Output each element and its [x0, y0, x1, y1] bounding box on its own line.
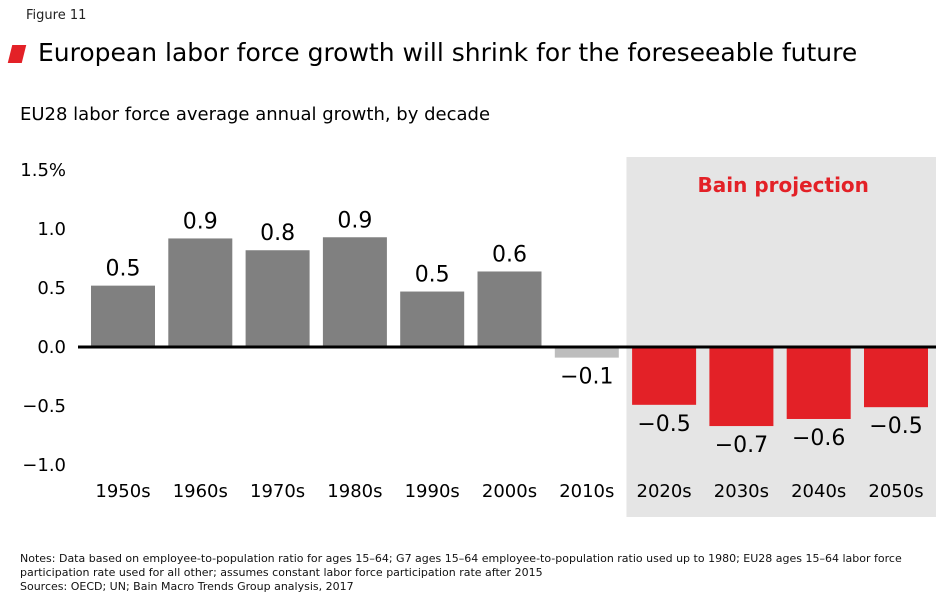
bar-1980s [322, 237, 387, 347]
y-tick-label: −0.5 [22, 396, 66, 417]
bar-chart: Bain projection 1.5% 1.0 0.5 0.0 −0.5 −1.0 0.5 1… [20, 157, 936, 517]
data-label-1950s: 0.5 [106, 257, 141, 282]
data-label-2050s: −0.5 [869, 414, 922, 439]
category-label-2040s: 2040s [791, 481, 846, 502]
y-tick-label: −1.0 [22, 455, 66, 476]
data-label-2030s: −0.7 [715, 433, 768, 458]
category-label-1950s: 1950s [95, 481, 150, 502]
category-label-2010s: 2010s [559, 481, 614, 502]
projection-label: Bain projection [698, 173, 869, 197]
data-label-1960s: 0.9 [183, 209, 218, 234]
chart-subtitle: EU28 labor force average annual growth, … [20, 104, 491, 125]
y-tick-label: 1.5% [20, 160, 66, 181]
chart-title: European labor force growth will shrink … [38, 38, 858, 67]
projection-background [626, 157, 936, 517]
bar-2050s [864, 347, 928, 408]
y-tick-label: 1.0 [37, 219, 66, 240]
category-label-1970s: 1970s [250, 481, 305, 502]
bar-2030s [709, 347, 774, 427]
figure-label: Figure 11 [26, 8, 87, 23]
y-tick-label: 0.0 [37, 337, 66, 358]
data-label-2000s: 0.6 [492, 242, 527, 267]
bar-2010s [554, 347, 619, 358]
category-label-1990s: 1990s [405, 481, 460, 502]
category-label-2030s: 2030s [714, 481, 769, 502]
title-accent-mark [7, 45, 27, 63]
data-label-1970s: 0.8 [260, 221, 295, 246]
data-label-1990s: 0.5 [415, 263, 450, 288]
category-label-2050s: 2050s [868, 481, 923, 502]
sources-text: Sources: OECD; UN; Bain Macro Trends Gro… [20, 580, 354, 593]
category-label-2000s: 2000s [482, 481, 537, 502]
bar-1970s [245, 250, 310, 347]
data-label-1980s: 0.9 [337, 208, 372, 233]
bar-2040s [786, 347, 851, 419]
bar-2000s [477, 271, 542, 347]
category-label-2020s: 2020s [637, 481, 692, 502]
bar-1950s [91, 285, 155, 347]
bar-1990s [400, 291, 465, 347]
notes-block: Notes: Data based on employee-to-populat… [20, 552, 930, 594]
category-label-1980s: 1980s [327, 481, 382, 502]
data-label-2020s: −0.5 [637, 412, 690, 437]
y-tick-label: 0.5 [37, 278, 66, 299]
category-label-1960s: 1960s [173, 481, 228, 502]
data-label-2040s: −0.6 [792, 426, 845, 451]
bar-2020s [632, 347, 697, 405]
data-label-2010s: −0.1 [560, 365, 613, 390]
notes-text: Notes: Data based on employee-to-populat… [20, 552, 902, 579]
bar-1960s [168, 238, 233, 347]
